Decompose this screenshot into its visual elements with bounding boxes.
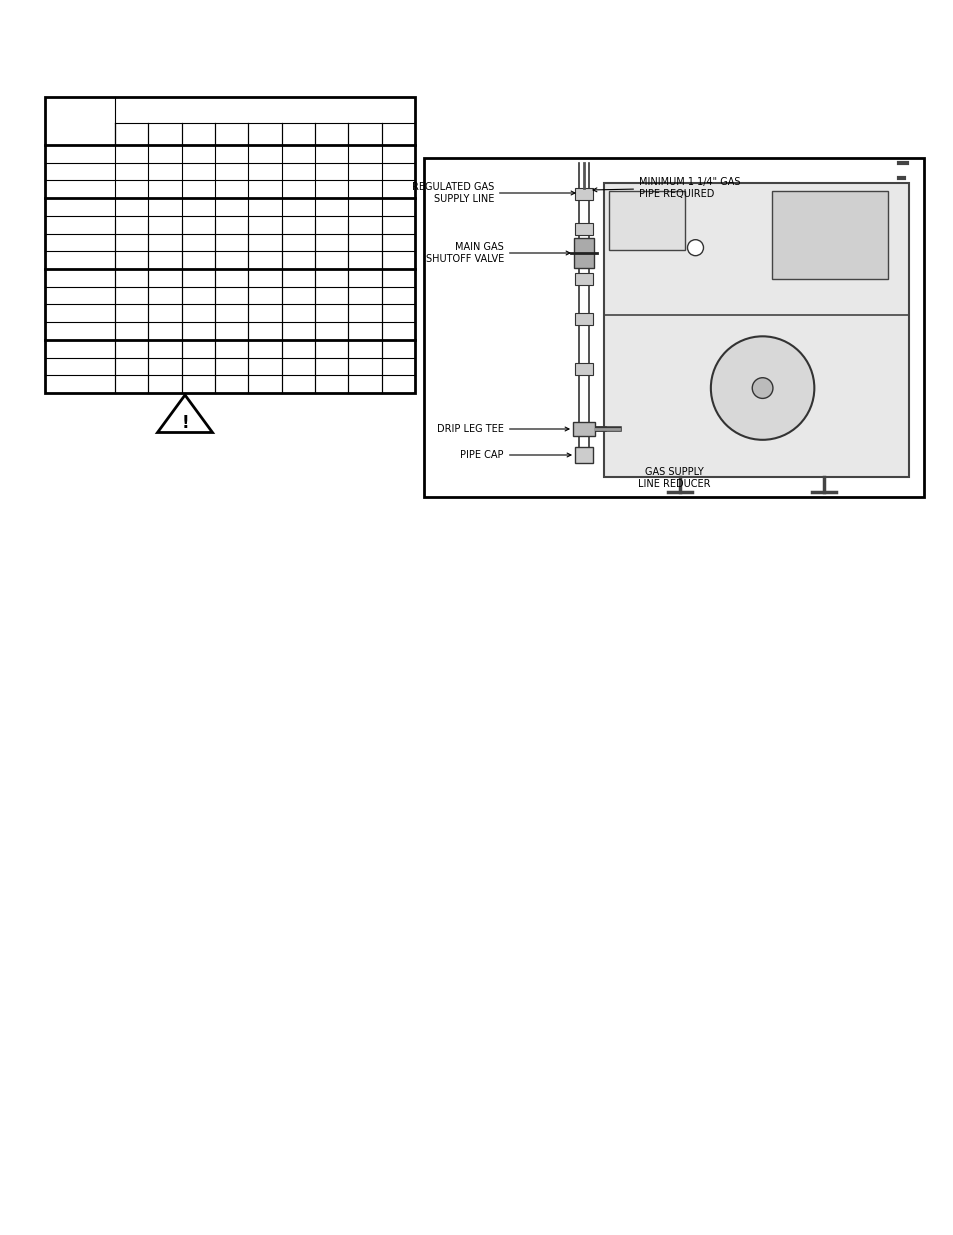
Bar bbox=[575, 188, 593, 200]
Bar bbox=[45, 98, 415, 393]
Text: GAS SUPPLY
LINE REDUCER: GAS SUPPLY LINE REDUCER bbox=[638, 467, 709, 489]
Bar bbox=[575, 273, 593, 285]
Circle shape bbox=[710, 336, 814, 440]
Bar bbox=[575, 312, 593, 325]
Circle shape bbox=[752, 378, 772, 399]
Bar bbox=[423, 158, 923, 496]
Bar bbox=[575, 363, 593, 375]
Text: DRIP LEG TEE: DRIP LEG TEE bbox=[436, 424, 568, 433]
Text: !: ! bbox=[181, 414, 189, 431]
Text: MINIMUM 1 1/4" GAS
PIPE REQUIRED: MINIMUM 1 1/4" GAS PIPE REQUIRED bbox=[593, 177, 740, 199]
Circle shape bbox=[687, 240, 702, 256]
Bar bbox=[603, 183, 908, 477]
Text: PIPE CAP: PIPE CAP bbox=[460, 450, 571, 459]
Polygon shape bbox=[157, 395, 213, 432]
Bar bbox=[608, 191, 684, 249]
Bar bbox=[573, 422, 595, 436]
Bar bbox=[575, 447, 593, 463]
Bar bbox=[771, 191, 886, 279]
Text: MAIN GAS
SHUTOFF VALVE: MAIN GAS SHUTOFF VALVE bbox=[425, 242, 569, 264]
Bar bbox=[575, 224, 593, 235]
Bar bbox=[574, 238, 594, 268]
Text: REGULATED GAS
SUPPLY LINE: REGULATED GAS SUPPLY LINE bbox=[412, 183, 575, 204]
